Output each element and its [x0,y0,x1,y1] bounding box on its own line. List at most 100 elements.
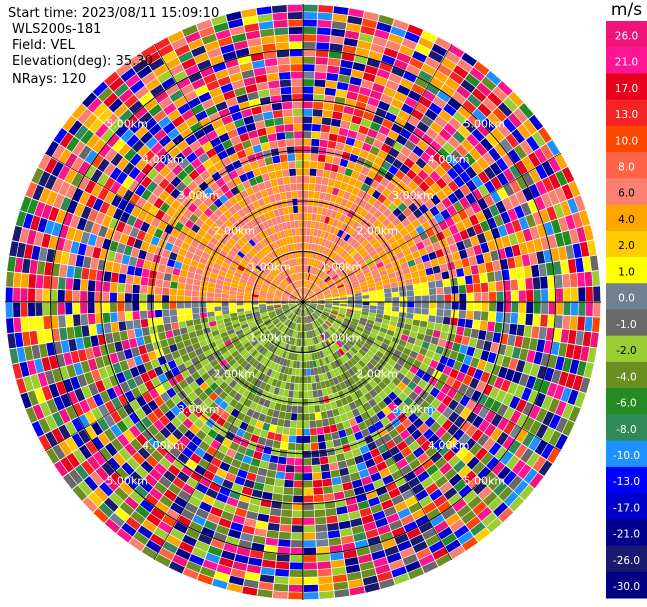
velocity-gate [447,192,459,205]
velocity-gate [206,445,218,457]
velocity-gate [182,396,193,407]
velocity-gate [259,356,267,364]
velocity-gate [540,314,548,327]
velocity-gate [325,402,332,411]
velocity-gate [509,268,518,280]
velocity-gate [153,110,167,123]
velocity-gate [308,291,314,297]
velocity-gate [429,295,437,302]
velocity-gate [68,120,83,136]
velocity-gate [339,67,352,76]
velocity-gate [165,83,180,96]
velocity-gate [331,559,345,569]
velocity-gate [428,251,437,261]
velocity-gate [324,266,331,273]
velocity-gate [306,331,309,339]
velocity-gate [284,184,291,192]
velocity-gate [471,188,483,201]
velocity-gate [178,541,194,554]
velocity-gate [378,14,395,26]
velocity-gate [97,158,110,173]
velocity-gate [425,366,436,376]
velocity-gate [205,418,216,429]
velocity-gate [181,198,192,209]
velocity-gate [298,280,301,288]
velocity-gate [331,309,339,314]
velocity-gate [479,220,491,233]
velocity-gate [63,352,73,366]
velocity-gate [168,561,185,574]
velocity-gate [326,319,333,325]
velocity-gate [200,526,215,538]
velocity-gate [252,200,261,210]
velocity-gate [395,251,405,260]
velocity-gate [443,449,456,462]
velocity-gate [339,356,347,364]
velocity-gate [290,243,295,251]
velocity-gate [301,265,303,273]
velocity-gate [590,332,599,348]
velocity-gate [293,290,299,297]
velocity-gate [295,323,299,331]
velocity-gate [101,462,115,477]
velocity-gate [329,345,336,354]
velocity-gate [260,142,270,151]
velocity-gate [319,449,328,457]
velocity-gate [480,350,490,362]
velocity-gate [300,346,303,354]
velocity-gate [576,226,587,243]
velocity-gate [285,405,293,413]
velocity-gate [110,152,124,167]
velocity-gate [313,487,324,495]
velocity-gate [319,262,325,270]
velocity-gate [282,101,293,110]
velocity-gate [213,263,222,270]
velocity-gate [316,293,324,297]
velocity-gate [144,474,158,487]
velocity-gate [420,151,432,164]
velocity-gate [298,272,301,280]
velocity-gate [135,408,147,420]
velocity-gate [361,308,370,313]
velocity-gate [405,560,421,573]
velocity-gate [466,456,480,470]
velocity-gate [323,290,331,294]
velocity-gate [91,407,103,421]
velocity-gate [221,156,232,167]
velocity-gate [245,571,260,582]
velocity-gate [338,520,351,530]
velocity-gate [267,522,280,532]
velocity-gate [390,281,399,288]
velocity-gate [399,77,414,90]
velocity-gate [186,271,195,279]
velocity-gate [529,405,541,420]
velocity-gate [513,480,529,496]
velocity-gate [448,117,462,130]
velocity-gate [444,294,452,302]
velocity-gate [51,144,66,161]
velocity-gate [293,258,298,266]
velocity-gate [179,327,188,335]
velocity-gate [253,351,261,360]
velocity-gate [503,183,515,197]
velocity-gate [80,279,89,291]
velocity-gate [176,140,189,152]
velocity-gate [310,266,315,274]
velocity-gate [544,367,555,382]
velocity-gate [288,300,296,302]
velocity-gate [313,191,321,199]
velocity-gate [285,288,292,294]
velocity-gate [274,193,281,202]
velocity-gate [479,272,488,283]
velocity-gate [92,81,108,97]
velocity-gate [157,70,172,84]
velocity-gate [471,175,484,188]
velocity-gate [377,149,388,160]
velocity-gate [340,250,348,258]
velocity-gate [534,148,548,164]
velocity-gate [335,212,342,221]
velocity-gate [230,261,239,269]
velocity-gate [403,157,415,169]
velocity-gate [35,274,44,289]
velocity-gate [221,335,230,343]
